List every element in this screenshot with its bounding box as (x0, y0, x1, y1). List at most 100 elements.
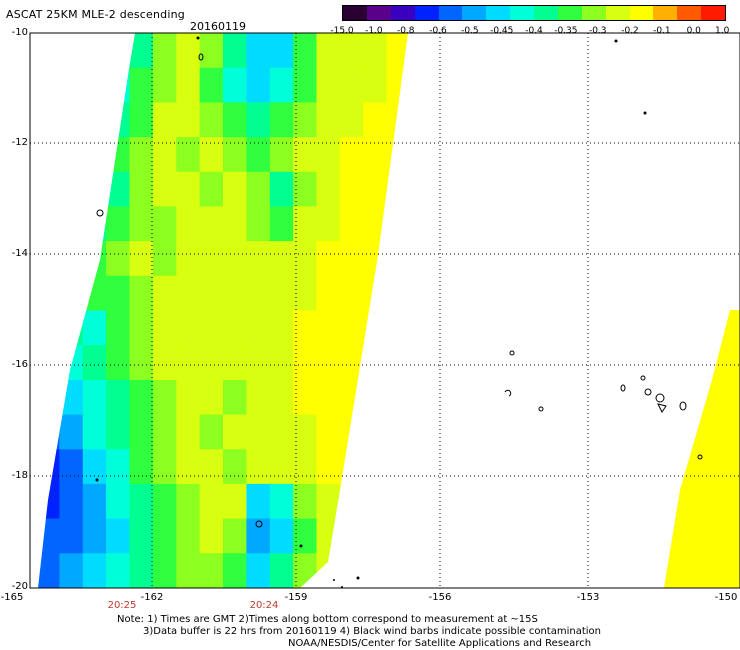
colorbar-segment (462, 6, 487, 20)
swath-cell (38, 137, 60, 173)
colorbar-segment (343, 6, 367, 20)
swath-cell (106, 206, 130, 242)
swath-cell (152, 483, 177, 520)
colorbar-segment (581, 6, 606, 20)
colorbar-tick: -1.0 (365, 26, 383, 36)
wind-swath-left (38, 33, 408, 588)
swath-cell (106, 310, 130, 346)
swath-cell (129, 345, 154, 381)
swath-cell (293, 553, 317, 588)
swath-cell (38, 518, 60, 554)
island (644, 388, 652, 396)
swath-cell (59, 483, 84, 520)
map-frame (29, 32, 740, 589)
swath-cell (82, 67, 107, 103)
swath-cell (129, 518, 154, 554)
swath-cell (59, 206, 84, 242)
colorbar-tick: -0.35 (554, 26, 578, 36)
swath-cell (59, 414, 84, 450)
swath-cell (339, 67, 364, 103)
swath-cell (293, 67, 317, 103)
swath-cell (223, 345, 247, 381)
swath-cell (386, 414, 408, 450)
swath-cell (176, 483, 201, 520)
swath-cell (363, 275, 388, 311)
swath-cell (664, 310, 740, 588)
swath-cell (269, 206, 294, 242)
swath-cell (316, 449, 341, 485)
island-outlines (96, 53, 703, 528)
swath-cell (59, 241, 84, 277)
swath-cell (129, 137, 154, 173)
map-date: 20160119 (190, 20, 246, 33)
island (504, 389, 512, 397)
swath-cell (199, 206, 224, 242)
colorbar-segment (557, 6, 582, 20)
colorbar-segment (390, 6, 415, 20)
swath-cell (316, 483, 341, 520)
colorbar-tick: -0.8 (396, 26, 415, 36)
swath-cell (106, 483, 130, 520)
swath-cell (176, 449, 201, 485)
swath-cell (363, 310, 388, 346)
swath-cell (316, 379, 341, 416)
swath-cell (223, 137, 247, 173)
swath-cell (293, 345, 317, 381)
swath-cell (152, 206, 177, 242)
island (538, 406, 544, 412)
swath-cell (363, 345, 388, 381)
swath-cell (246, 171, 271, 207)
swath-cell (199, 345, 224, 381)
swath-cell (363, 137, 388, 173)
colorbar-tick: 0.0 (686, 26, 701, 36)
colorbar-segment (486, 6, 511, 20)
swath-cell (269, 275, 294, 311)
island (198, 53, 204, 61)
map-grid (30, 33, 740, 588)
swath-cell (152, 553, 177, 588)
swath-cell (176, 518, 201, 554)
swath-cell (246, 33, 271, 69)
contamination-mark (196, 36, 200, 40)
swath-cell (199, 275, 224, 311)
lon-label: -156 (428, 592, 452, 603)
swath-cell (152, 137, 177, 173)
lon-label: -153 (576, 592, 600, 603)
swath-cell (106, 275, 130, 311)
colorbar-tick: -15.0 (330, 26, 354, 36)
swath-cell (82, 345, 107, 381)
lon-label: -150 (714, 592, 738, 603)
island (509, 350, 515, 356)
colorbar-segment (366, 6, 391, 20)
swath-cell (316, 310, 341, 346)
swath-cell (386, 483, 408, 520)
swath-cell (59, 102, 84, 138)
contamination-mark (299, 544, 303, 548)
swath-cell (152, 345, 177, 381)
swath-cell (246, 102, 271, 138)
swath-cell (293, 102, 317, 138)
swath-cell (363, 449, 388, 485)
lat-label: -14 (11, 248, 28, 259)
swath-cell (339, 275, 364, 311)
swath-cell (223, 241, 247, 277)
contamination-mark (643, 111, 647, 115)
swath-cell (106, 518, 130, 554)
swath-cell (38, 483, 60, 520)
swath-cell (223, 102, 247, 138)
colorbar-segment (414, 6, 439, 20)
swath-cell (152, 33, 177, 69)
swath-cell (199, 171, 224, 207)
swath-cell (129, 67, 154, 103)
swath-cell (176, 33, 201, 69)
note-line-3: NOAA/NESDIS/Center for Satellite Applica… (288, 638, 592, 649)
swath-cell (176, 275, 201, 311)
swath-cell (199, 310, 224, 346)
colorbar-tick: -0.5 (461, 26, 479, 36)
swath-cell (339, 241, 364, 277)
swath-cell (59, 379, 84, 416)
swath-cell (199, 414, 224, 450)
swath-cell (386, 518, 408, 554)
swath-cell (106, 102, 130, 138)
swath-cell (106, 553, 130, 588)
